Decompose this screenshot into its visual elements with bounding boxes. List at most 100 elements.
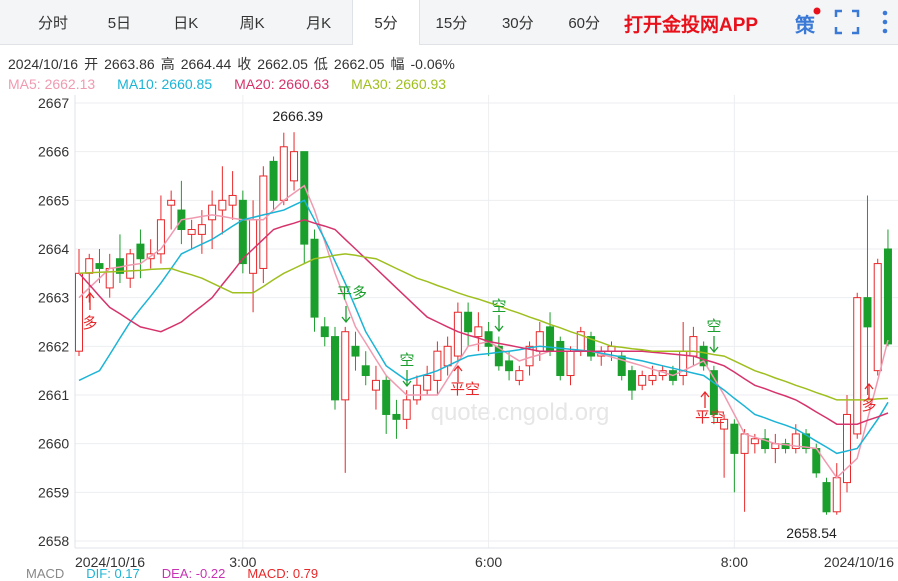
candle-body: [371, 379, 380, 391]
candle-body: [863, 297, 872, 328]
quote-info: 2024/10/16 开 2663.86 高 2664.44 收 2662.05 低 2662.…: [8, 54, 461, 74]
quote-label: 高: [160, 56, 175, 72]
quote-date: 2024/10/16: [8, 56, 79, 72]
tab[interactable]: 日K: [173, 15, 199, 32]
x-tick-label: 8:00: [721, 554, 748, 570]
candle-body: [279, 146, 288, 201]
candle-body: [361, 365, 370, 377]
tab[interactable]: 60分: [568, 15, 601, 32]
signal-label: 空: [706, 318, 721, 335]
y-tick-label: 2661: [38, 387, 69, 403]
candle-body: [156, 219, 165, 255]
x-tick-label: 2024/10/16: [75, 554, 145, 570]
candle-body: [822, 482, 831, 513]
candle-body: [310, 238, 319, 318]
legend-entry: MA5: 2662.13: [8, 76, 96, 92]
candle-body: [320, 326, 329, 338]
candle-body: [730, 423, 739, 454]
quote-value: -0.06%: [410, 56, 455, 72]
quote-value: 2662.05: [257, 56, 308, 72]
y-tick-label: 2664: [38, 241, 69, 257]
signal-arrowhead: [85, 291, 95, 299]
candle-body: [412, 384, 421, 401]
candle-body: [197, 224, 206, 235]
y-tick-label: 2665: [38, 192, 69, 208]
signal-label: 空: [399, 352, 414, 369]
candle-body: [566, 350, 575, 377]
signal-arrowhead: [709, 346, 719, 354]
signal-label: 空: [491, 298, 506, 315]
candle-body: [75, 272, 83, 352]
macd-entry: DIF: 0.17: [86, 566, 140, 581]
candle-body: [464, 311, 473, 333]
signal-arrowhead: [402, 380, 412, 388]
legend-entry: MA20: 2660.63: [234, 76, 330, 92]
y-tick-label: 2659: [38, 484, 69, 500]
candle-body: [218, 199, 227, 211]
candle-body: [453, 311, 462, 357]
ma-line: [78, 253, 889, 401]
candle-body: [740, 433, 749, 454]
candle-body: [750, 438, 759, 445]
legend-entry: MA10: 2660.85: [117, 76, 213, 92]
tab[interactable]: 分时: [37, 15, 68, 32]
x-tick-label: 6:00: [475, 554, 502, 570]
max-label: 2666.39: [272, 108, 323, 124]
y-tick-label: 2660: [38, 436, 69, 452]
min-label: 2658.54: [786, 525, 837, 541]
more-icon[interactable]: [878, 9, 892, 35]
signal-arrowhead: [700, 390, 710, 398]
candle-body: [433, 350, 442, 381]
strategy-icon[interactable]: 策: [795, 15, 815, 37]
signal-arrowhead: [494, 325, 504, 333]
tab-bar: 分时 5日 日K 周K 月K 5分 15分 30分 60分 打开金投网APP 策: [0, 0, 898, 45]
tab[interactable]: 周K: [239, 15, 265, 32]
x-tick-label: 3:00: [229, 554, 256, 570]
candle-body: [535, 331, 544, 352]
candle-body: [699, 345, 708, 367]
quote-value: 2664.44: [180, 56, 232, 72]
candle-body: [136, 243, 145, 260]
signal-label: 多: [82, 315, 97, 332]
candle-body: [208, 204, 217, 221]
candle-body: [617, 355, 626, 377]
candle-body: [627, 370, 636, 391]
tab[interactable]: 月K: [306, 15, 332, 32]
tab[interactable]: 30分: [501, 15, 534, 32]
signal-arrowhead: [864, 382, 874, 390]
signal-label: 多: [861, 397, 876, 414]
quote-value: 2663.86: [104, 56, 155, 72]
candle-body: [85, 258, 94, 274]
signal-label: 平空: [695, 409, 725, 426]
candle-body: [556, 340, 565, 377]
quote-label: 收: [237, 56, 252, 72]
ma-legend: MA5: 2662.13 MA10: 2660.85 MA20: 2660.63 MA…: [8, 76, 468, 92]
candle-body: [167, 199, 176, 206]
tab[interactable]: 5分: [352, 0, 420, 45]
tab[interactable]: 15分: [435, 15, 468, 32]
quote-value: 2662.05: [333, 56, 385, 72]
macd-entry: MACD: 0.79: [247, 566, 319, 581]
candle-body: [238, 199, 247, 265]
candle-body: [883, 248, 892, 345]
y-tick-label: 2663: [38, 290, 69, 306]
candle-body: [587, 336, 595, 357]
candle-body: [269, 160, 278, 201]
tab[interactable]: 5日: [107, 15, 132, 32]
app-link[interactable]: 打开金投网APP: [624, 15, 759, 36]
candle-body: [474, 326, 483, 338]
ma-line: [78, 184, 889, 479]
fullscreen-icon[interactable]: [834, 9, 860, 35]
candle-body: [689, 336, 698, 357]
candle-body: [402, 399, 411, 420]
candle-body: [873, 263, 882, 372]
y-tick-label: 2662: [38, 338, 69, 354]
candle-body: [802, 433, 811, 450]
candle-body: [484, 331, 493, 347]
candle-body: [720, 418, 729, 430]
candle-body: [443, 345, 452, 367]
candle-body: [709, 370, 718, 415]
candle-body: [392, 413, 401, 420]
candle-body: [259, 175, 268, 269]
